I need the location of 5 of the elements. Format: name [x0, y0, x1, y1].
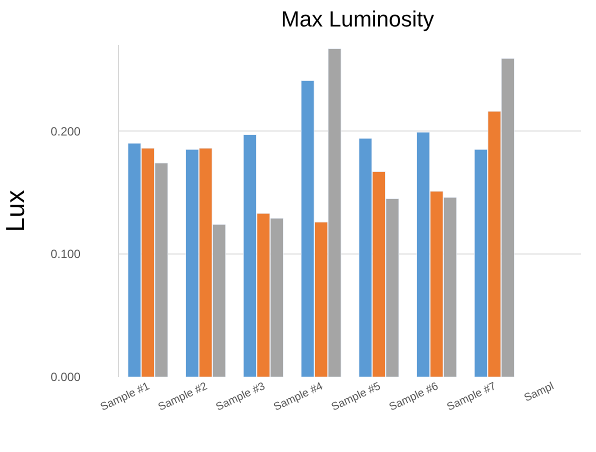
y-tick-label: 0.100	[50, 247, 81, 262]
y-axis-title: Lux	[0, 190, 30, 232]
y-tick-label: 0.000	[50, 370, 81, 384]
y-tick-label: 0.200	[50, 124, 81, 138]
chart-title: Max Luminosity	[281, 6, 434, 32]
